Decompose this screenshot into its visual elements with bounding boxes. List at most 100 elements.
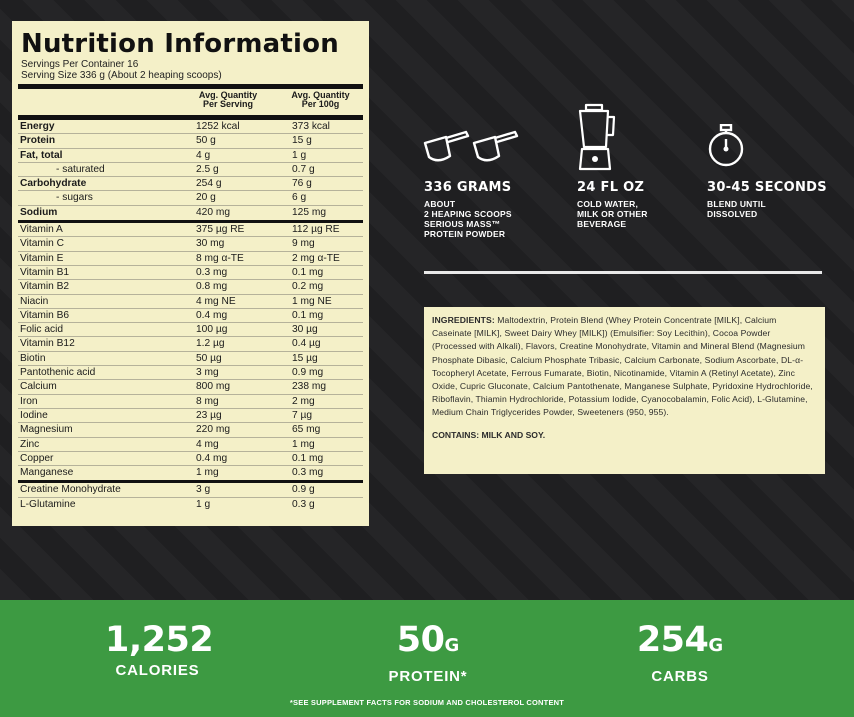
header-per-serving: Avg. Quantity Per Serving	[198, 90, 258, 109]
protein-value: 50G	[396, 620, 460, 660]
per-100g-value: 373 kcal	[292, 121, 330, 132]
panel-title: Nutrition Information	[21, 29, 339, 59]
nutrient-name: Creatine Monohydrate	[20, 484, 121, 496]
per-100g-value: 0.1 mg	[292, 452, 324, 464]
nutrient-name: Calcium	[20, 381, 57, 393]
extra-rows: Creatine Monohydrate 3 g 0.9 g L-Glutamine 1…	[18, 483, 363, 512]
per-100g-value: 2 mg	[292, 395, 315, 407]
table-row: Creatine Monohydrate 3 g 0.9 g	[18, 483, 363, 498]
divider	[18, 220, 363, 224]
per-serving-value: 1.2 µg	[196, 338, 225, 350]
per-100g-value: 6 g	[292, 192, 307, 204]
per-100g-value: 0.2 mg	[292, 281, 324, 293]
nutrient-name: Pantothenic acid	[20, 367, 96, 379]
nutrient-name: Manganese	[20, 467, 74, 479]
blender-icon	[578, 103, 616, 171]
nutrient-name: Vitamin A	[20, 224, 63, 236]
per-100g-value: 0.4 µg	[292, 338, 321, 350]
ingredients-panel: INGREDIENTS: Maltodextrin, Protein Blend…	[424, 307, 825, 474]
per-serving-value: 0.4 mg	[196, 452, 228, 464]
blend-desc: BLEND UNTIL DISSOLVED	[707, 199, 766, 219]
calories-value: 1,252	[105, 620, 214, 660]
nutrient-name: Vitamin C	[20, 238, 64, 250]
per-serving-value: 2.5 g	[196, 163, 219, 175]
scoop-icon	[423, 130, 519, 162]
stats-band: 1,252 CALORIES 50G PROTEIN* 254G CARBS *…	[0, 600, 854, 717]
per-serving-value: 8 mg α-TE	[196, 252, 244, 264]
table-row: Energy 1252 kcal 373 kcal	[18, 120, 363, 135]
nutrient-name: Carbohydrate	[20, 178, 87, 190]
table-row: Fat, total 4 g 1 g	[18, 149, 363, 163]
per-serving-value: 1 g	[196, 498, 211, 510]
nutrient-name: - sugars	[56, 192, 93, 204]
per-serving-value: 3 g	[196, 484, 211, 496]
table-row: Zinc 4 mg 1 mg	[18, 438, 363, 452]
allergen-statement: CONTAINS: MILK AND SOY.	[432, 429, 546, 440]
per-serving-value: 1 mg	[196, 467, 219, 479]
nutrient-name: Sodium	[20, 206, 58, 218]
nutrient-name: L-Glutamine	[20, 498, 76, 510]
per-serving-value: 4 g	[196, 149, 211, 161]
ingredients-text: INGREDIENTS: Maltodextrin, Protein Blend…	[432, 315, 813, 418]
table-row: Folic acid 100 µg 30 µg	[18, 323, 363, 338]
table-row: Manganese 1 mg 0.3 mg	[18, 466, 363, 480]
nutrient-name: Energy	[20, 121, 55, 132]
per-100g-value: 0.3 mg	[292, 467, 324, 479]
nutrient-name: Protein	[20, 135, 56, 147]
per-serving-value: 0.8 mg	[196, 281, 228, 293]
table-row: Protein 50 g 15 g	[18, 134, 363, 149]
per-100g-value: 1 mg NE	[292, 295, 332, 307]
table-row: L-Glutamine 1 g 0.3 g	[18, 498, 363, 512]
per-serving-value: 375 µg RE	[196, 224, 245, 236]
table-row: Vitamin B1 0.3 mg 0.1 mg	[18, 266, 363, 281]
divider	[18, 115, 363, 120]
per-100g-value: 0.7 g	[292, 163, 315, 175]
table-row: Pantothenic acid 3 mg 0.9 mg	[18, 366, 363, 381]
nutrient-name: Fat, total	[20, 149, 63, 161]
per-100g-value: 30 µg	[292, 324, 318, 336]
per-100g-value: 125 mg	[292, 206, 326, 218]
nutrient-name: Vitamin B6	[20, 309, 70, 321]
per-serving-value: 254 g	[196, 178, 222, 190]
per-100g-value: 2 mg α-TE	[292, 252, 340, 264]
serving-size: Serving Size 336 g (About 2 heaping scoo…	[21, 70, 222, 81]
carbs-value: 254G	[636, 620, 724, 660]
blender-info: 24 FL OZ COLD WATER, MILK OR OTHER BEVER…	[577, 180, 648, 229]
table-header: Avg. Quantity Per Serving Avg. Quantity Pe…	[18, 89, 363, 115]
per-100g-value: 112 µg RE	[292, 224, 340, 236]
table-row: Calcium 800 mg 238 mg	[18, 380, 363, 395]
per-serving-value: 4 mg	[196, 438, 219, 450]
per-serving-value: 0.4 mg	[196, 309, 228, 321]
timer-info: 30-45 SECONDS BLEND UNTIL DISSOLVED	[707, 180, 827, 219]
per-serving-value: 100 µg	[196, 324, 228, 336]
table-row: - saturated 2.5 g 0.7 g	[18, 163, 363, 178]
table-row: Carbohydrate 254 g 76 g	[18, 177, 363, 192]
footnote: *SEE SUPPLEMENT FACTS FOR SODIUM AND CHO…	[289, 698, 565, 707]
table-row: Vitamin A 375 µg RE 112 µg RE	[18, 223, 363, 238]
table-row: Iron 8 mg 2 mg	[18, 395, 363, 409]
table-row: Biotin 50 µg 15 µg	[18, 352, 363, 367]
per-100g-value: 0.3 g	[292, 498, 315, 510]
per-serving-value: 8 mg	[196, 395, 219, 407]
macro-rows: Energy 1252 kcal 373 kcal Protein 50 g 15 g Fa…	[18, 120, 363, 220]
scoops-desc: ABOUT 2 HEAPING SCOOPS SERIOUS MASS™ PRO…	[424, 199, 512, 239]
per-serving-value: 30 mg	[196, 238, 225, 250]
per-100g-value: 1 g	[292, 149, 307, 161]
nutrient-name: - saturated	[56, 163, 105, 175]
table-row: Sodium 420 mg 125 mg	[18, 206, 363, 220]
nutrient-name: Copper	[20, 452, 54, 464]
divider	[18, 84, 363, 89]
per-100g-value: 76 g	[292, 178, 312, 190]
nutrient-name: Niacin	[20, 295, 49, 307]
calories-stat: 1,252 CALORIES	[105, 620, 214, 679]
nutrient-name: Vitamin E	[20, 252, 64, 264]
per-100g-value: 0.9 g	[292, 484, 315, 496]
table-row: Magnesium 220 mg 65 mg	[18, 423, 363, 438]
per-serving-value: 1252 kcal	[196, 121, 240, 132]
servings-per-container: Servings Per Container 16	[21, 59, 139, 70]
table-row: Niacin 4 mg NE 1 mg NE	[18, 295, 363, 309]
nutrient-name: Iron	[20, 395, 38, 407]
per-serving-value: 23 µg	[196, 409, 222, 421]
table-row: - sugars 20 g 6 g	[18, 191, 363, 206]
per-serving-value: 800 mg	[196, 381, 230, 393]
